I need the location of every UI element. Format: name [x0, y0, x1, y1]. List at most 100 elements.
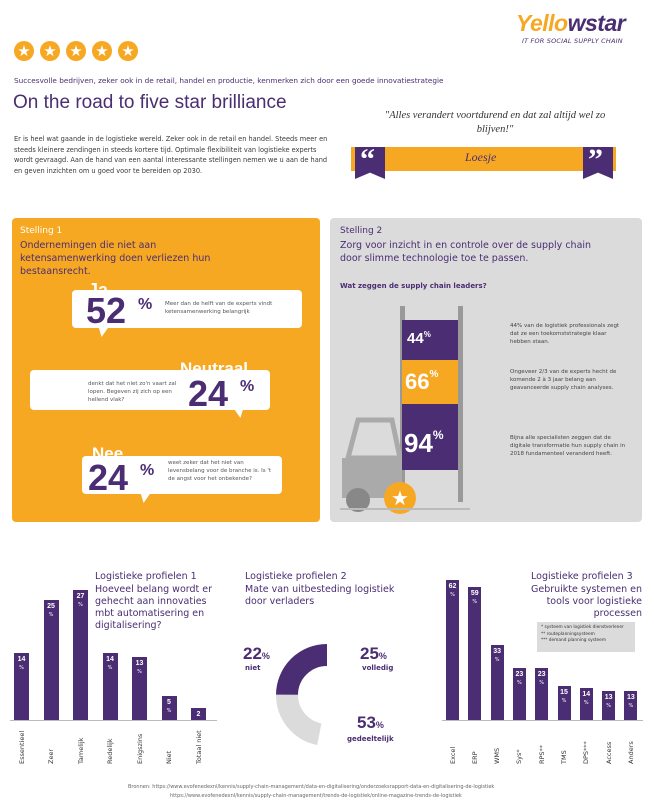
donut-pct-volledig-value: 25 [360, 644, 379, 663]
pct-ja: 52 [86, 290, 127, 331]
bar-value-label: 33 [493, 648, 501, 656]
donut-pct-niet-sign: % [261, 651, 270, 661]
bar-value-percent: % [583, 700, 589, 707]
stack-pct-94: 94% [404, 428, 444, 459]
stelling2-text-94: Bijna alle specialisten zeggen dat de di… [510, 435, 626, 457]
stack-pct-94-sign: % [432, 428, 444, 442]
bar-wms [490, 645, 504, 720]
stelling2-text-44: 44% van de logistiek professionals zegt … [510, 323, 620, 345]
chart-baseline [10, 720, 217, 721]
speech-bubble-neutraal [30, 370, 270, 410]
text-neutraal: denkt dat het niet zo'n vaart zal lopen.… [88, 381, 177, 403]
forklift-wheel-star [384, 482, 416, 514]
pct-sign-nee: % [140, 462, 155, 479]
stack-block-44 [402, 320, 458, 360]
bar-value-label: 15 [560, 689, 568, 697]
note-1: * systeem van logistiek dienstverlener [541, 625, 624, 630]
bar-category-label: Excel [448, 746, 457, 764]
quote-banner [351, 147, 616, 171]
bar-value-percent: % [78, 602, 83, 608]
subtitle: Succesvolle bedrijven, zeker ook in de r… [14, 76, 444, 85]
bar-value-label: 13 [135, 660, 144, 668]
speech-bubble-ja [72, 290, 302, 328]
bar-value-label: 2 [196, 711, 201, 718]
stelling2-text-66: Ongeveer 2/3 van de experts hecht de kom… [510, 369, 617, 391]
brand-name-part-b: w [567, 10, 586, 36]
quote-text: "Alles verandert voortdurend en dat zal … [384, 110, 606, 135]
donut-pct-gedeeltelijk-value: 53 [357, 713, 376, 732]
forklift-illustration: ★ [340, 306, 470, 514]
bar-access [602, 690, 616, 720]
bar-value-label: 23 [515, 671, 524, 679]
answer-ja: Ja [88, 280, 109, 300]
bar-category-label: RPS** [537, 744, 546, 764]
ground-line [340, 508, 470, 510]
star-icon: ★ [391, 486, 409, 510]
bar-sys- [512, 668, 526, 720]
bar-value-label: 25 [47, 602, 55, 610]
bar-value-label: 23 [537, 671, 546, 679]
bar-category-label: Anders [626, 741, 635, 764]
bar-niet [161, 695, 177, 720]
bar-category-label: Access [604, 741, 613, 764]
stack-pct-66-sign: % [429, 369, 439, 380]
donut-pct-gedeeltelijk: 53% [357, 713, 384, 733]
profiel1-chart: 14% Essentieel 25% Zeer 27% Tamelijk 14% Redeli… [10, 570, 220, 764]
stelling2-title: Zorg voor inzicht in en controle over de… [340, 240, 592, 264]
stelling1-title: Ondernemingen die niet aan ketensamenwer… [20, 240, 211, 277]
bar-value-label: 14 [106, 655, 114, 663]
bar-value-percent: % [494, 657, 500, 664]
bar-redelijk [102, 652, 118, 720]
bar-totaal-niet [191, 708, 206, 720]
star-icon: ★ [118, 41, 138, 61]
donut-pct-niet-value: 22 [243, 644, 262, 663]
bar-category-label: ERP [470, 751, 479, 764]
bar-value-label: 59 [470, 589, 479, 597]
stack-pct-66: 66% [405, 369, 438, 395]
note-2: ** routeplanningsysteem [541, 631, 595, 637]
pct-sign-neutraal: % [240, 378, 255, 395]
bar-category-label: WMS [493, 747, 502, 764]
bar-category-label: Tamelijk [76, 737, 85, 764]
bar-value-percent: % [628, 702, 634, 709]
stack-pct-66-value: 66 [405, 369, 430, 394]
bar-value-percent: % [137, 669, 142, 676]
forklift-mast [458, 306, 463, 502]
brand-tagline: IT FOR SOCIAL SUPPLY CHAIN [522, 37, 623, 45]
stack-pct-44-value: 44 [407, 330, 424, 347]
star-icon: ★ [92, 41, 112, 61]
bar-value-percent: % [472, 598, 478, 605]
bar-category-label: Totaal niet [194, 730, 203, 764]
stelling1-label: Stelling 1 [20, 226, 63, 236]
bar-value-percent: % [107, 664, 113, 671]
pct-neutraal: 24 [188, 373, 229, 414]
bar-tms [557, 686, 571, 720]
bar-category-label: Zeer [47, 748, 55, 764]
brand-logo: Yellowstar [516, 10, 626, 37]
profiel1-heading: Logistieke profielen 1 [95, 571, 197, 582]
donut-pct-gedeeltelijk-sign: % [375, 720, 384, 730]
bar-value-percent: % [517, 680, 522, 687]
stelling2-label: Stelling 2 [340, 226, 383, 236]
profiel3-chart: 62% Excel 59% ERP 33% WMS 23% Sys* 23% RPS** 15% TM… [440, 570, 645, 764]
bar-value-percent: % [166, 707, 172, 714]
bar-tamelijk [73, 590, 88, 720]
bar-value-percent: % [606, 702, 611, 709]
bar-value-percent: % [561, 698, 567, 705]
donut-slice-niet [276, 644, 378, 746]
donut-label-niet: niet [245, 664, 261, 672]
answer-neutraal: Neutraal [180, 359, 249, 378]
bar-value-label: 14 [17, 655, 26, 663]
answer-nee: Nee [92, 444, 124, 463]
donut-pct-niet: 22% [243, 644, 270, 664]
bar-essentieel [14, 652, 29, 720]
brand-name-part-c: star [585, 10, 626, 36]
quote-open-icon: “ [360, 143, 375, 176]
bar-category-label: Redelijk [106, 738, 114, 764]
bar-enigszins [132, 657, 147, 720]
text-nee: weet zeker dat het niet van levensbelang… [168, 460, 272, 482]
donut-label-volledig: volledig [362, 664, 394, 672]
stelling2-question: Wat zeggen de supply chain leaders? [340, 282, 487, 290]
bar-rps- [535, 668, 549, 720]
profiel2-title: Mate van uitbesteding logistiek door ver… [245, 584, 395, 607]
